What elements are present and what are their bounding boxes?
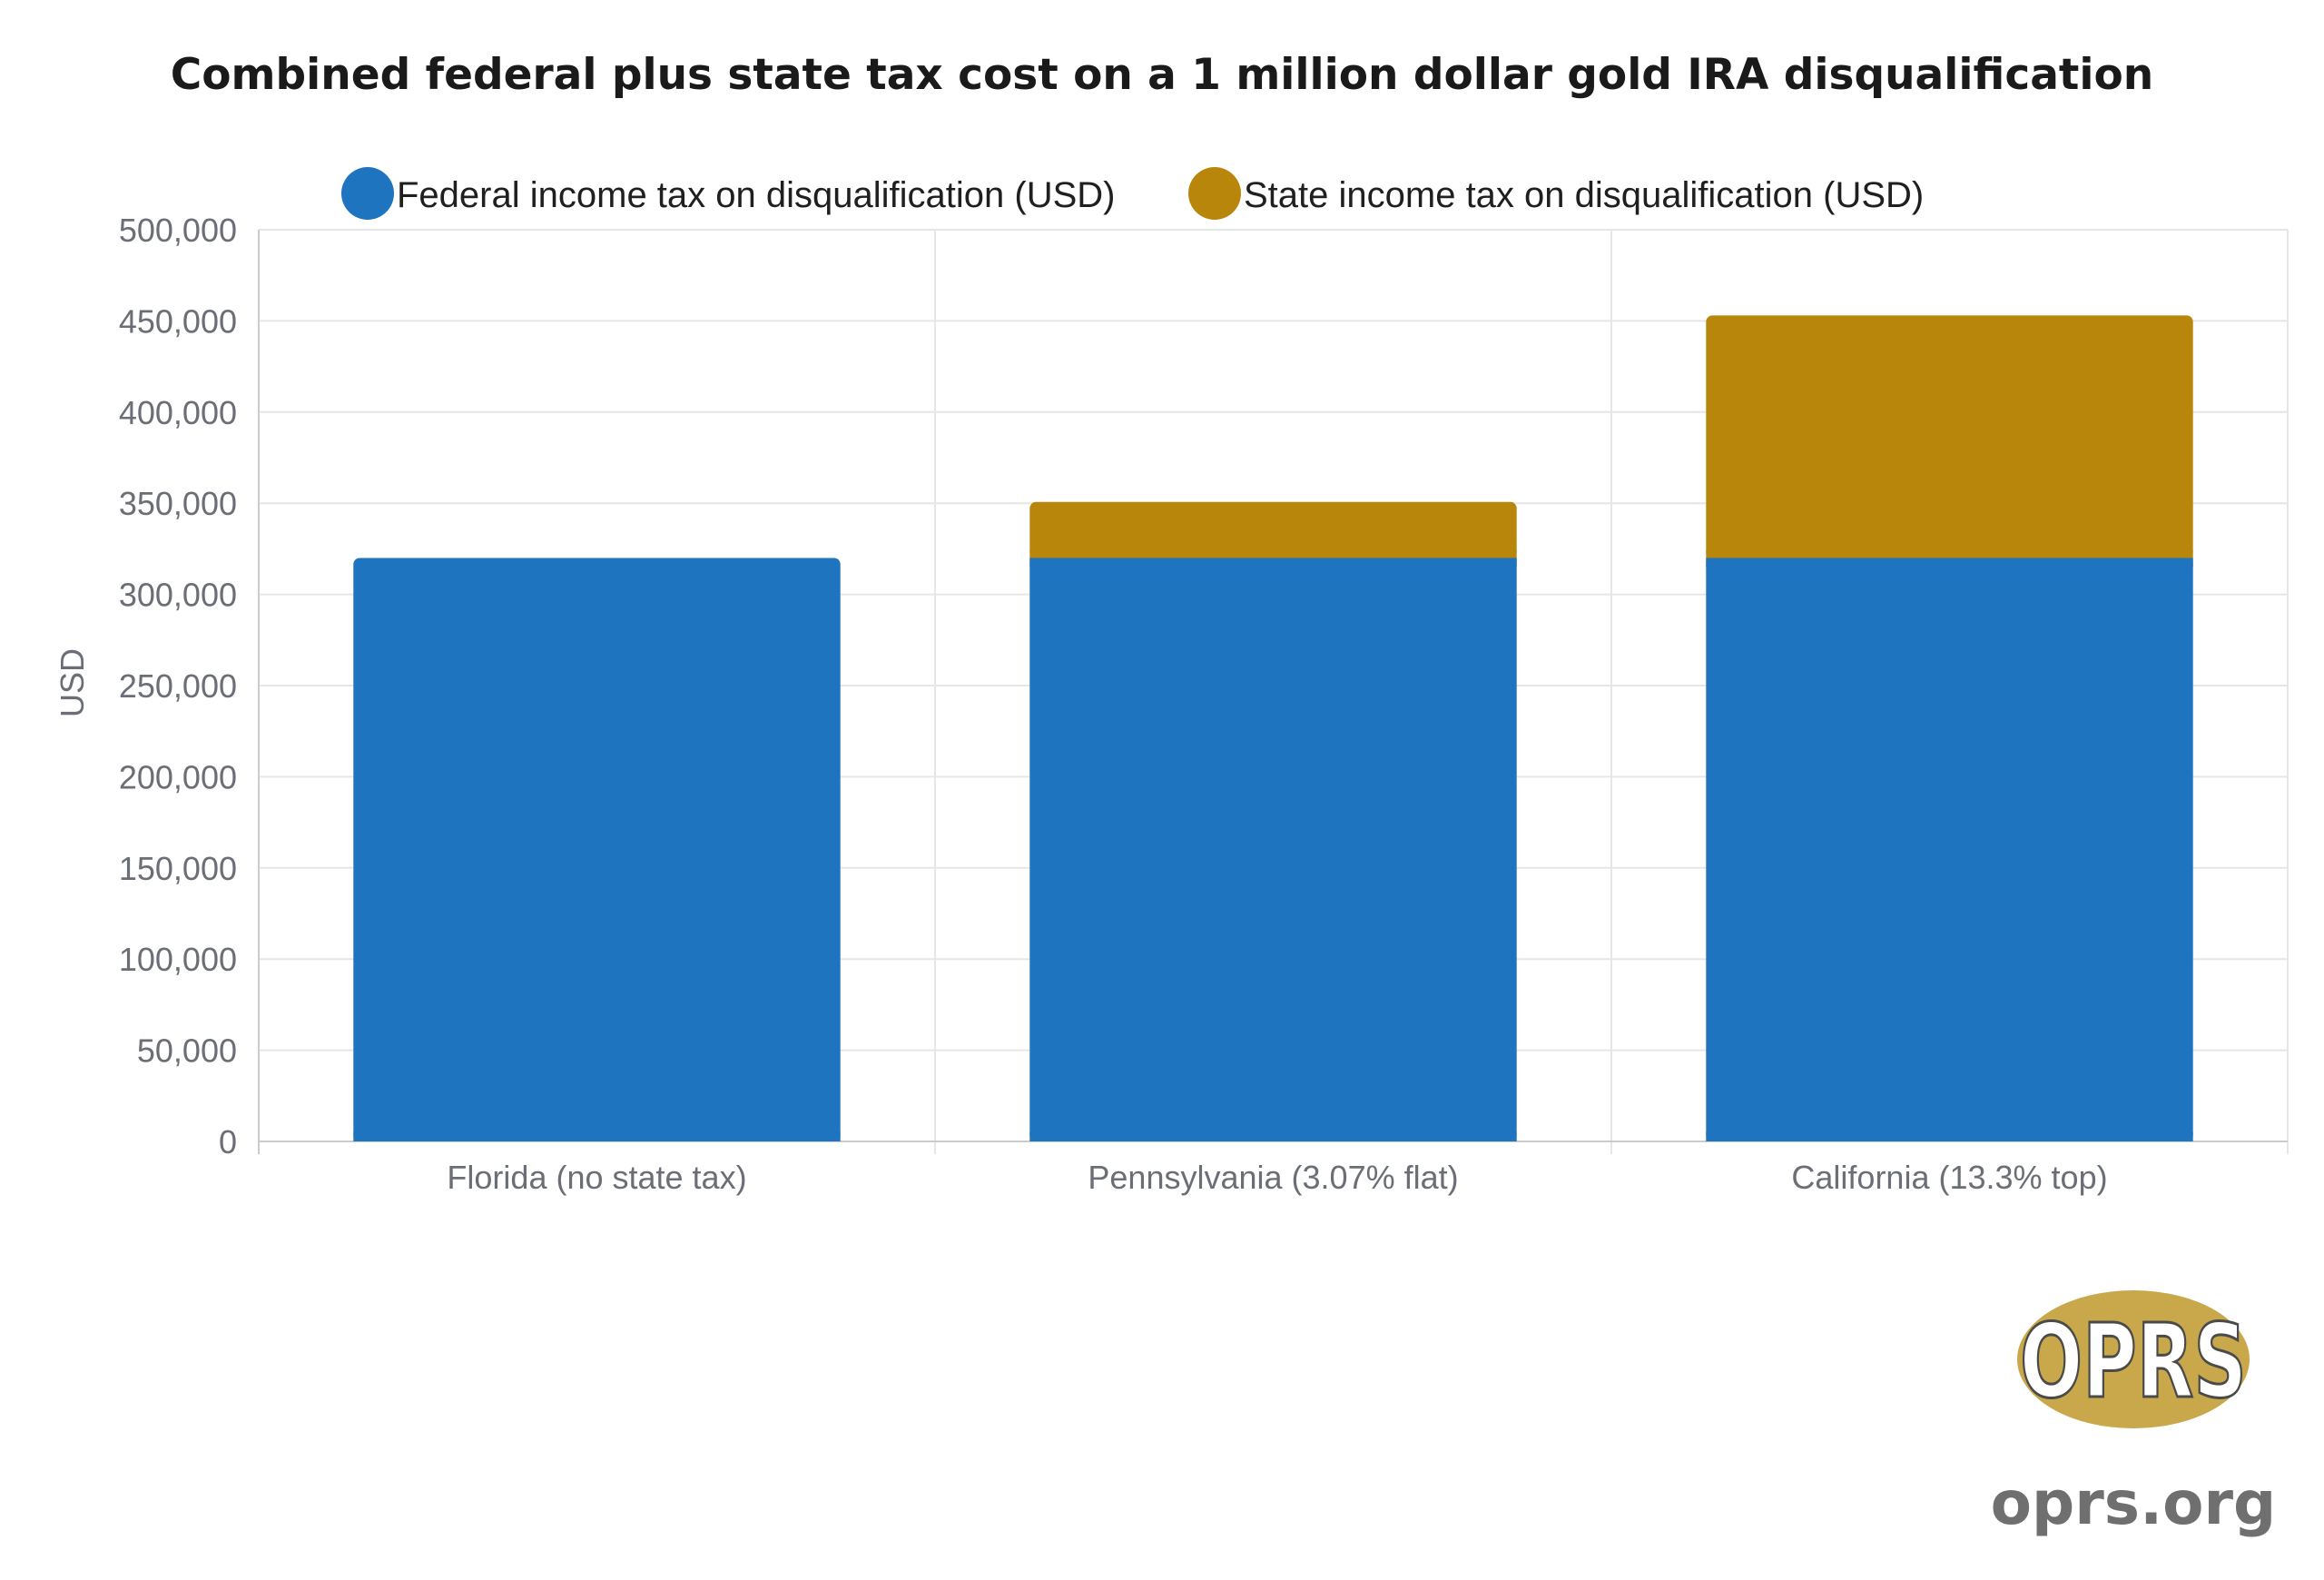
y-axis-label: USD xyxy=(54,648,91,717)
bar-federal xyxy=(353,558,841,1141)
bar-federal-base xyxy=(1706,1132,2193,1141)
y-tick-label: 150,000 xyxy=(119,850,237,887)
y-axis-ticks: 0 50,000 100,000 150,000 200,000 250,000 300,0… xyxy=(119,212,237,1160)
x-tick-label: Pennsylvania (3.07% flat) xyxy=(1088,1159,1458,1196)
legend-swatch-federal xyxy=(341,167,394,220)
legend-swatch-state xyxy=(1188,167,1241,220)
logo-gold-ellipse xyxy=(2017,1290,2250,1428)
legend-label-state: State income tax on disqualification (US… xyxy=(1244,175,1924,215)
x-tick-label: Florida (no state tax) xyxy=(447,1159,746,1196)
legend: Federal income tax on disqualification (… xyxy=(341,167,1924,220)
bars xyxy=(353,315,2193,1141)
y-tick-label: 400,000 xyxy=(119,394,237,431)
y-tick-label: 300,000 xyxy=(119,577,237,614)
bar-state xyxy=(1029,501,1517,558)
logo-mark: OPRS xyxy=(2020,1303,2247,1421)
bar-federal-top xyxy=(1029,558,1517,568)
legend-label-federal: Federal income tax on disqualification (… xyxy=(397,175,1115,215)
y-tick-label: 450,000 xyxy=(119,302,237,340)
bar-federal xyxy=(1706,558,2193,1141)
bar-federal-top xyxy=(1706,558,2193,568)
bar-federal-base xyxy=(353,1132,841,1141)
y-tick-label: 350,000 xyxy=(119,485,237,522)
chart-title: Combined federal plus state tax cost on … xyxy=(171,50,2153,100)
y-tick-label: 50,000 xyxy=(137,1032,237,1070)
y-tick-label: 0 xyxy=(219,1123,237,1160)
bar-federal-base xyxy=(1029,1132,1517,1141)
logo-url: oprs.org xyxy=(1991,1468,2277,1538)
y-tick-label: 200,000 xyxy=(119,758,237,795)
y-tick-label: 250,000 xyxy=(119,667,237,705)
bar-federal xyxy=(1029,558,1517,1141)
y-tick-label: 100,000 xyxy=(119,941,237,978)
bar-state xyxy=(1706,315,2193,558)
y-tick-label: 500,000 xyxy=(119,212,237,249)
x-axis-ticks: Florida (no state tax) Pennsylvania (3.07… xyxy=(447,1159,2107,1196)
logo: OPRS oprs.org xyxy=(1991,1290,2277,1538)
x-tick-label: California (13.3% top) xyxy=(1791,1159,2107,1196)
